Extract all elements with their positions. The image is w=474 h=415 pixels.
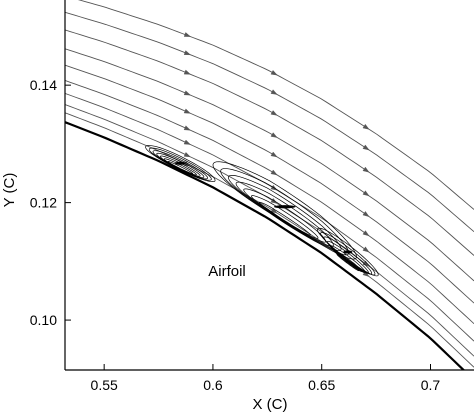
streamline — [65, 11, 474, 233]
separation-bubble-ring — [326, 240, 369, 274]
streamline-arrow — [183, 90, 191, 96]
airfoil-annotation: Airfoil — [208, 263, 246, 280]
separation-bubble-ring — [317, 227, 379, 277]
separation-bubble-ring — [333, 249, 363, 272]
streamline — [65, 92, 474, 342]
separation-bubble-ring — [320, 232, 376, 276]
x-tick-label: 0.7 — [421, 377, 441, 393]
axes: 0.55 0.6 0.65 0.7 0.10 0.12 0.14 — [30, 0, 474, 393]
y-axis-label: Y (C) — [1, 173, 18, 208]
streamline-arrow — [270, 69, 278, 76]
x-axis-label: X (C) — [253, 396, 288, 413]
streamline-arrow — [362, 190, 370, 197]
streamline-arrow — [270, 132, 278, 138]
separation-bubble-ring — [323, 236, 373, 275]
streamline-arrow — [270, 110, 278, 116]
streamline — [77, 0, 474, 210]
airfoil-surface — [65, 121, 466, 370]
streamline-arrow — [270, 89, 278, 95]
streamline-arrow — [362, 246, 370, 253]
streamline-arrow — [362, 166, 370, 173]
streamline-arrow — [183, 139, 191, 145]
separation-bubble-ring — [227, 174, 342, 251]
y-tick-label: 0.14 — [30, 77, 57, 93]
y-tick-label: 0.12 — [30, 195, 57, 211]
streamline — [65, 29, 474, 256]
streamline-arrow — [183, 32, 192, 37]
vortex-core — [273, 205, 296, 209]
streamlines — [65, 0, 474, 368]
streamline-arrow — [270, 169, 278, 176]
streamline-arrow — [183, 69, 192, 75]
y-tick-label: 0.10 — [30, 312, 57, 328]
x-tick-label: 0.6 — [203, 377, 223, 393]
separation-bubble-ring — [243, 188, 327, 243]
plot-area — [65, 0, 474, 370]
streamline — [65, 64, 474, 304]
separation-bubble-ring — [145, 145, 216, 182]
x-tick-label: 0.55 — [91, 377, 118, 393]
vortex-core — [343, 250, 353, 254]
y-ticks: 0.10 0.12 0.14 — [30, 77, 71, 328]
streamline-arrow — [183, 152, 191, 158]
x-tick-label: 0.65 — [308, 377, 335, 393]
x-ticks: 0.55 0.6 0.65 0.7 — [91, 364, 441, 393]
streamline-arrow — [183, 50, 192, 56]
streamline-arrow — [183, 108, 191, 114]
streamline-arrow — [362, 123, 370, 130]
streamline-arrow — [362, 270, 370, 277]
vortex-core — [175, 161, 186, 165]
streamline-arrow — [183, 125, 191, 131]
separation-bubble-ring — [220, 168, 350, 256]
streamline — [65, 104, 474, 357]
streamline-arrow — [270, 207, 278, 214]
streamline-arrow — [270, 151, 278, 158]
streamline — [65, 112, 474, 368]
separation-bubble-ring — [336, 254, 360, 272]
streamline-arrow — [362, 211, 370, 217]
separation-bubble-ring — [167, 161, 194, 174]
separation-bubble-ring — [258, 201, 311, 236]
separation-bubble-ring — [148, 147, 212, 181]
separation-bubbles — [145, 145, 379, 277]
streamline — [65, 80, 474, 325]
streamline-arrow — [362, 230, 370, 237]
separation-bubble-ring — [212, 161, 357, 260]
streamline-arrow — [362, 144, 370, 151]
separation-bubble-ring — [235, 181, 334, 247]
streamline — [65, 48, 474, 282]
